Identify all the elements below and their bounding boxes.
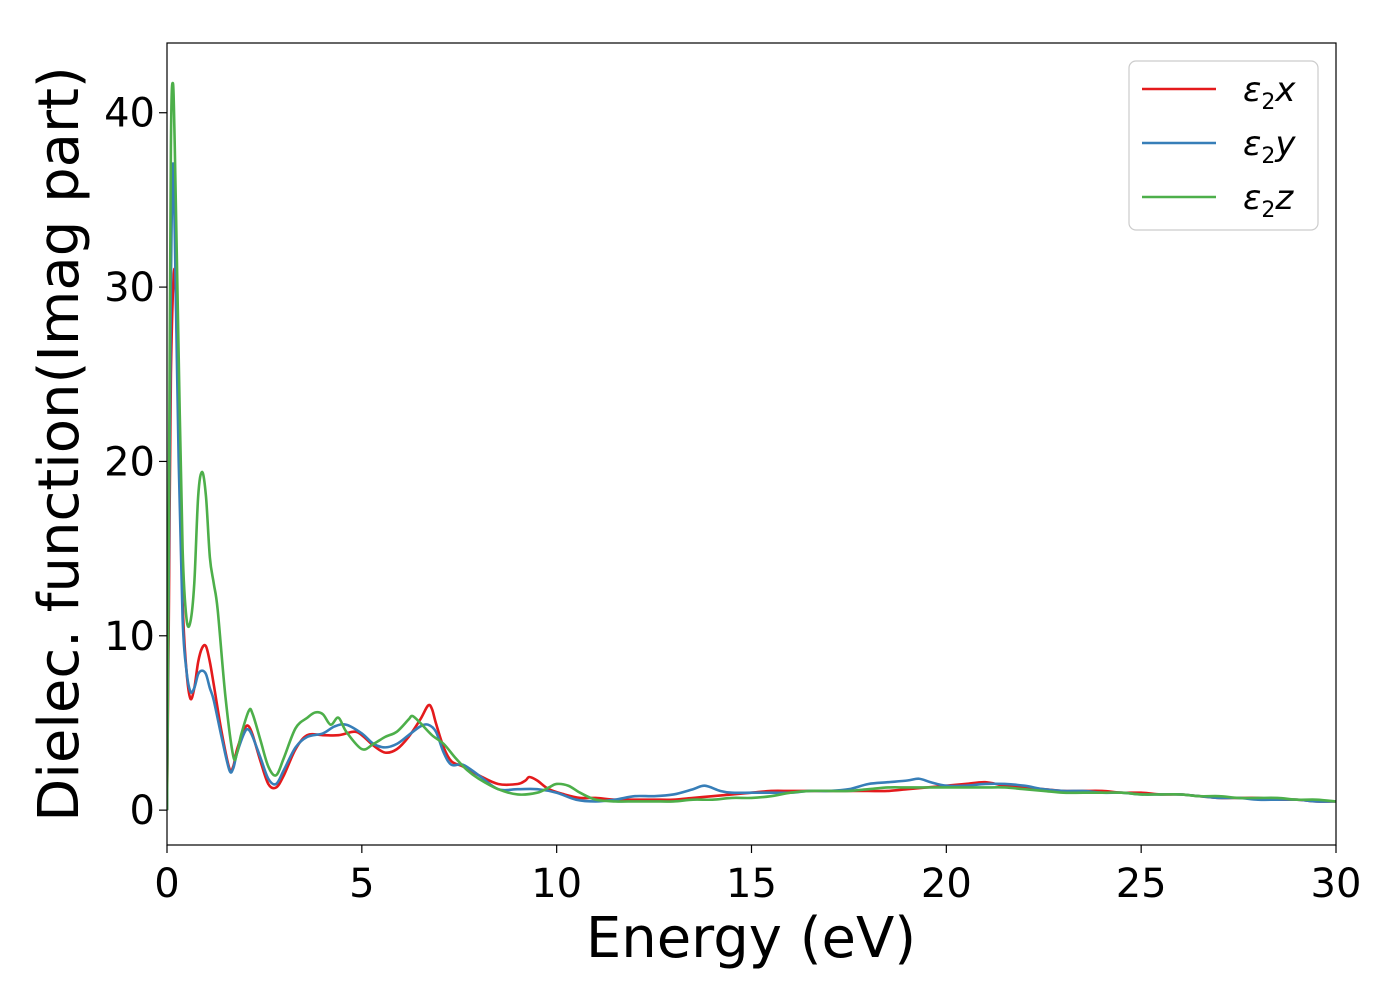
y-tick-label: 40 bbox=[104, 91, 155, 137]
x-tick-label: 5 bbox=[349, 861, 374, 907]
series-line-z bbox=[167, 81, 1336, 811]
legend-label-y: ε2y bbox=[1243, 124, 1296, 169]
series-layer bbox=[167, 81, 1336, 811]
legend-label-z: ε2z bbox=[1243, 178, 1294, 223]
y-tick-label: 0 bbox=[130, 788, 155, 834]
legend: ε2x ε2y ε2z bbox=[1128, 60, 1319, 231]
y-axis-label: Dielec. function(Imag part) bbox=[27, 66, 92, 822]
x-tick-label: 15 bbox=[726, 861, 777, 907]
y-tick-label: 10 bbox=[104, 614, 155, 660]
y-axis-ticks: 0 10 20 30 40 bbox=[104, 91, 167, 834]
series-line-y bbox=[167, 162, 1336, 811]
x-axis-label: Energy (eV) bbox=[586, 906, 916, 971]
x-tick-label: 20 bbox=[921, 861, 972, 907]
legend-label-x: ε2x bbox=[1243, 70, 1296, 115]
x-axis-ticks: 0 5 10 15 20 25 30 bbox=[154, 845, 1361, 907]
legend-box bbox=[1128, 60, 1319, 231]
x-tick-label: 10 bbox=[531, 861, 582, 907]
x-tick-label: 30 bbox=[1311, 861, 1362, 907]
x-tick-label: 0 bbox=[154, 861, 179, 907]
y-tick-label: 20 bbox=[104, 439, 155, 485]
x-tick-label: 25 bbox=[1116, 861, 1167, 907]
y-tick-label: 30 bbox=[104, 265, 155, 311]
